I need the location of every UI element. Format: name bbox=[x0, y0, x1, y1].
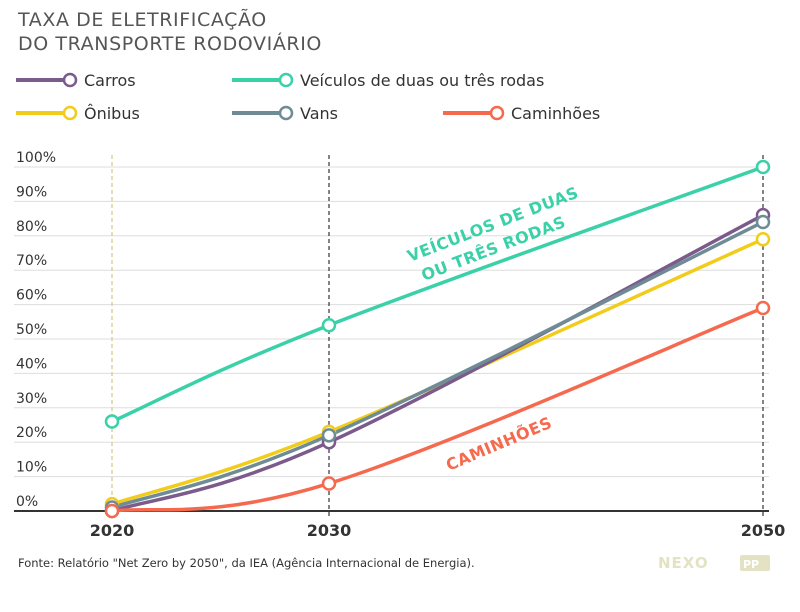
data-point-onibus bbox=[755, 231, 771, 247]
data-point-caminhoes bbox=[104, 503, 120, 519]
x-tick-label: 2030 bbox=[307, 521, 352, 540]
legend-label-carros: Carros bbox=[84, 71, 136, 90]
legend-swatch-marker-duas_tres_rodas bbox=[278, 72, 294, 88]
data-point-vans bbox=[321, 428, 337, 443]
series-lines bbox=[110, 165, 765, 513]
y-tick-label: 100% bbox=[16, 150, 56, 166]
data-point-caminhoes bbox=[321, 476, 337, 491]
y-tick-label: 80% bbox=[16, 219, 47, 235]
series-line-onibus bbox=[110, 237, 765, 506]
y-tick-label: 20% bbox=[16, 425, 47, 441]
legend-label-caminhoes: Caminhões bbox=[511, 104, 600, 123]
annotation-caminhoes: CAMINHÕES bbox=[443, 413, 555, 475]
x-tick-label: 2050 bbox=[741, 521, 786, 540]
legend: Carros Veículos de duas ou três rodas Ônib… bbox=[16, 71, 600, 123]
chart-title-line2: DO TRANSPORTE RODOVIÁRIO bbox=[18, 32, 322, 55]
y-tick-label: 40% bbox=[16, 356, 47, 372]
data-point-duas_tres_rodas bbox=[755, 159, 771, 175]
data-point-caminhoes bbox=[755, 300, 771, 316]
series-points bbox=[104, 159, 771, 519]
gridlines bbox=[14, 166, 769, 512]
data-point-vans bbox=[755, 214, 771, 230]
y-axis-ticks: 0% 10% 20% 30% 40% 50% 60% 70% 80% 90% 100% bbox=[16, 150, 56, 510]
y-tick-label: 10% bbox=[16, 460, 47, 476]
source-note: Fonte: Relatório "Net Zero by 2050", da … bbox=[18, 556, 475, 570]
y-tick-label: 30% bbox=[16, 391, 47, 407]
logo-text: NEXO bbox=[658, 554, 709, 572]
y-tick-label: 70% bbox=[16, 253, 47, 269]
data-point-duas_tres_rodas bbox=[104, 414, 120, 429]
chart-title-line1: TAXA DE ELETRIFICAÇÃO bbox=[17, 8, 267, 31]
data-point-duas_tres_rodas bbox=[321, 317, 337, 333]
legend-label-vans: Vans bbox=[300, 104, 338, 123]
y-tick-label: 90% bbox=[16, 184, 47, 200]
year-markers bbox=[111, 155, 764, 517]
series-line-vans bbox=[110, 220, 765, 510]
x-tick-label: 2020 bbox=[90, 521, 135, 540]
series-line-duas_tres_rodas bbox=[110, 165, 765, 424]
logo-badge: PP bbox=[743, 558, 759, 571]
x-axis-ticks: 2020 2030 2050 bbox=[90, 521, 786, 540]
y-tick-label: 60% bbox=[16, 288, 47, 304]
legend-label-onibus: Ônibus bbox=[84, 104, 140, 123]
legend-swatch-marker-caminhoes bbox=[489, 105, 505, 121]
y-tick-label: 50% bbox=[16, 322, 47, 338]
series-line-carros bbox=[110, 213, 765, 513]
legend-label-duas_tres_rodas: Veículos de duas ou três rodas bbox=[300, 71, 544, 90]
y-tick-label: 0% bbox=[16, 494, 38, 510]
logo-badge-box bbox=[740, 555, 770, 571]
legend-swatch-marker-vans bbox=[278, 105, 294, 121]
nexo-logo: NEXO PP bbox=[658, 554, 770, 572]
series-line-caminhoes bbox=[110, 306, 765, 513]
legend-swatch-marker-onibus bbox=[62, 105, 78, 121]
legend-swatch-marker-carros bbox=[62, 72, 78, 88]
